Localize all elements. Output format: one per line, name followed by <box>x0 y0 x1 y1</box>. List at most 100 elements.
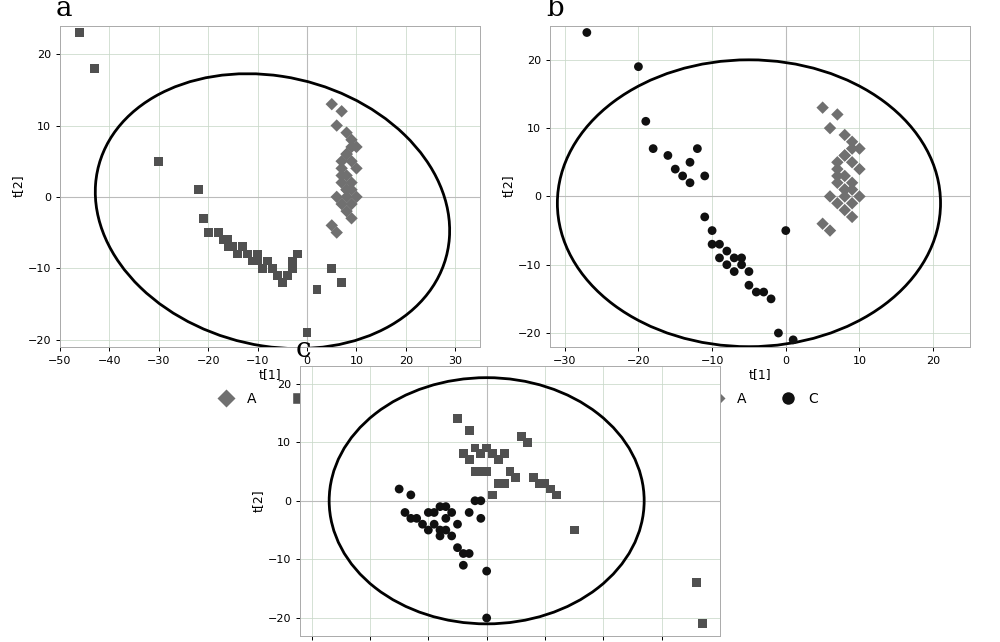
Point <box>279 270 295 281</box>
Point <box>455 548 471 559</box>
Point <box>339 149 355 159</box>
Point <box>829 171 845 181</box>
Point <box>502 466 518 476</box>
Point <box>438 513 454 523</box>
Point <box>329 192 345 202</box>
Point <box>438 501 454 512</box>
Point <box>403 490 419 500</box>
X-axis label: t[1]: t[1] <box>259 369 281 381</box>
Point <box>344 185 360 195</box>
Point <box>689 143 705 153</box>
Point <box>449 542 465 553</box>
Point <box>496 449 512 459</box>
Point <box>334 163 350 173</box>
Point <box>467 496 483 506</box>
Point <box>829 198 845 209</box>
Point <box>844 178 860 188</box>
Point <box>525 472 541 482</box>
Y-axis label: t[2]: t[2] <box>252 489 265 512</box>
Point <box>403 513 419 523</box>
Point <box>660 150 676 160</box>
Point <box>250 249 266 259</box>
Point <box>269 270 285 281</box>
Point <box>334 156 350 166</box>
Point <box>748 287 764 297</box>
Point <box>778 225 794 236</box>
Point <box>682 157 698 168</box>
Point <box>344 199 360 209</box>
Point <box>215 234 231 245</box>
Point <box>829 164 845 174</box>
Point <box>455 560 471 570</box>
Point <box>473 449 489 459</box>
Point <box>348 192 364 202</box>
Point <box>837 184 853 195</box>
Point <box>339 206 355 216</box>
Point <box>822 191 838 202</box>
Point <box>438 525 454 535</box>
Point <box>444 507 460 517</box>
Point <box>837 130 853 140</box>
Point <box>741 266 757 277</box>
Point <box>479 466 495 476</box>
Point <box>334 106 350 116</box>
Point <box>531 478 547 489</box>
Point <box>844 157 860 168</box>
Point <box>299 327 315 338</box>
Point <box>420 525 436 535</box>
Point <box>851 164 867 174</box>
Text: a: a <box>56 0 72 22</box>
Point <box>719 246 735 256</box>
Point <box>689 578 705 588</box>
Point <box>339 185 355 195</box>
Point <box>264 263 280 273</box>
Legend: A, B: A, B <box>212 392 328 406</box>
Point <box>704 239 720 249</box>
Point <box>348 142 364 152</box>
Point <box>484 449 500 459</box>
Point <box>630 62 646 72</box>
Point <box>195 213 211 223</box>
Point <box>694 619 710 629</box>
Point <box>220 234 236 245</box>
Point <box>220 241 236 252</box>
Point <box>490 455 506 465</box>
Point <box>339 149 355 159</box>
Point <box>711 239 727 249</box>
Point <box>461 548 477 559</box>
Point <box>432 525 448 535</box>
Point <box>479 613 495 623</box>
Point <box>324 99 340 109</box>
Point <box>391 484 407 494</box>
Point <box>235 241 251 252</box>
Point <box>756 287 772 297</box>
Point <box>334 277 350 288</box>
Point <box>467 443 483 453</box>
Point <box>240 249 256 259</box>
Legend: A, C: A, C <box>702 392 818 406</box>
Point <box>711 253 727 263</box>
Point <box>726 266 742 277</box>
Point <box>329 121 345 131</box>
Point <box>785 334 801 345</box>
Point <box>549 490 565 500</box>
Point <box>829 157 845 168</box>
Point <box>348 163 364 173</box>
Point <box>719 259 735 270</box>
Point <box>520 437 536 447</box>
Point <box>455 449 471 459</box>
Point <box>508 472 524 482</box>
Point <box>837 150 853 160</box>
Point <box>770 328 786 338</box>
Point <box>426 519 442 530</box>
Point <box>255 263 271 273</box>
Point <box>324 220 340 230</box>
Point <box>432 501 448 512</box>
Point <box>479 566 495 577</box>
Point <box>734 259 750 270</box>
Point <box>461 455 477 465</box>
Point <box>284 256 300 266</box>
Point <box>397 507 413 517</box>
Point <box>844 137 860 147</box>
Point <box>245 256 261 266</box>
